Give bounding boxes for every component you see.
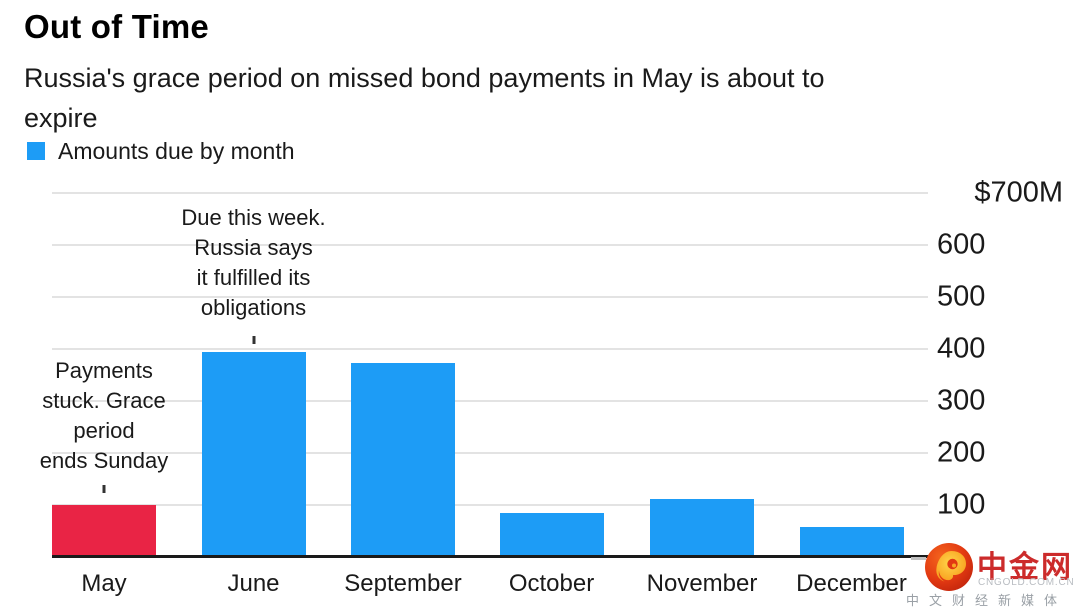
bar-may — [52, 505, 156, 557]
gridline-300 — [52, 400, 928, 402]
annotation-may: Payments stuck. Grace period ends Sunday — [39, 358, 169, 473]
bar-october — [499, 512, 604, 557]
annotation-june: Due this week. Russia says it fulfilled … — [181, 205, 326, 320]
y-axis-label-700: $700M — [974, 176, 1063, 209]
legend-swatch-icon — [27, 142, 45, 160]
cngold-flame-logo-icon — [925, 543, 973, 591]
legend-label: Amounts due by month — [58, 137, 295, 164]
bar-june — [201, 352, 306, 557]
watermark-site-name: 中金网 — [977, 551, 1073, 584]
annotation-tick-june — [252, 336, 255, 344]
gridline-200 — [52, 452, 928, 454]
gridline-700 — [52, 192, 928, 194]
annotation-tick-may — [102, 485, 106, 493]
bar-november — [650, 498, 754, 557]
chart-subtitle: Russia's grace period on missed bond pay… — [24, 63, 825, 133]
x-axis-label-december: December — [796, 570, 907, 597]
y-axis-label-300: 300 — [937, 384, 986, 417]
gridline-400 — [52, 348, 928, 350]
x-axis-label-september: September — [344, 570, 462, 597]
chart-legend: Amounts due by month — [27, 138, 295, 164]
x-axis-label-may: May — [81, 570, 127, 597]
watermark-dash — [911, 557, 926, 560]
x-axis-label-october: October — [508, 570, 595, 597]
bar-december — [799, 527, 904, 557]
gridline-600 — [52, 244, 928, 246]
y-axis-label-200: 200 — [937, 436, 986, 469]
watermark: 中金网 CNGOLD.COM.CN 中文财经新媒体 — [905, 540, 1080, 610]
x-axis-line — [52, 555, 928, 558]
gridline-100 — [52, 504, 928, 506]
bar-september — [351, 363, 455, 557]
y-axis-label-400: 400 — [937, 332, 986, 365]
y-axis-label-500: 500 — [937, 280, 986, 313]
gridline-500 — [52, 296, 928, 298]
watermark-site-url: CNGOLD.COM.CN — [978, 577, 1075, 588]
x-axis-label-june: June — [227, 570, 280, 597]
y-axis-label-100: 100 — [937, 488, 986, 521]
y-axis-label-600: 600 — [937, 228, 986, 261]
chart-title: Out of Time — [24, 8, 209, 45]
x-axis-label-november: November — [646, 570, 758, 597]
watermark-tagline: 中文财经新媒体 — [906, 593, 1068, 608]
